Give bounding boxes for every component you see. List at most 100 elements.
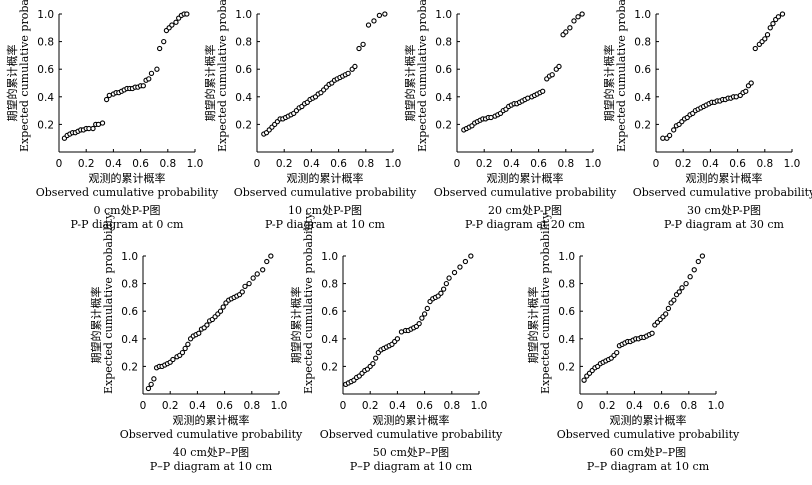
data-point — [663, 311, 669, 317]
x-tick-label: 0 — [340, 400, 347, 412]
panel-caption-en: P-P diagram at 0 cm — [70, 218, 184, 231]
x-tick-label: 0.4 — [702, 158, 719, 170]
data-point — [424, 305, 430, 312]
x-tick-label: 1.0 — [385, 158, 402, 170]
data-point — [356, 45, 362, 52]
x-axis-label: 观测的累计概率 Observed cumulative probability — [311, 414, 511, 442]
y-tick-label: 1.0 — [435, 9, 452, 21]
x-axis-label-en: Observed cumulative probability — [556, 428, 740, 441]
x-tick-label: 0.6 — [653, 400, 670, 412]
y-tick-label: 0.6 — [121, 306, 138, 318]
data-point — [752, 45, 758, 52]
y-tick-label: 0.6 — [558, 306, 575, 318]
x-axis-label: 观测的累计概率 Observed cumulative probability — [27, 172, 227, 200]
data-point — [360, 41, 366, 48]
data-point — [683, 280, 689, 287]
panel-caption: 50 cm处P–P图 P–P diagram at 10 cm — [311, 446, 511, 474]
x-tick-label: 0.4 — [626, 400, 643, 412]
x-axis-label-cn: 观测的累计概率 — [286, 172, 364, 185]
x-tick-label: 0.2 — [675, 158, 692, 170]
panel-caption-cn: 50 cm处P–P图 — [372, 446, 450, 459]
data-point — [676, 289, 682, 295]
data-point — [217, 308, 224, 314]
panel-caption: 0 cm处P-P图 P-P diagram at 0 cm — [27, 204, 227, 232]
data-point — [140, 83, 146, 89]
data-point — [184, 11, 190, 17]
panel-caption-cn: 20 cm处P-P图 — [487, 204, 562, 217]
x-tick-label: 0.6 — [216, 400, 233, 412]
y-axis-label-en: Expected cumulative probability — [416, 0, 429, 152]
x-tick-label: 1.0 — [471, 400, 488, 412]
data-point — [468, 253, 474, 259]
data-point — [443, 280, 450, 287]
x-tick-label: 1.0 — [708, 400, 725, 412]
x-axis-label: 观测的累计概率 Observed cumulative probability — [111, 414, 311, 442]
panel-caption-cn: 10 cm处P-P图 — [287, 204, 362, 217]
y-tick-label: 0.6 — [634, 64, 651, 76]
y-tick-label: 0.2 — [634, 119, 651, 131]
x-axis-label-cn: 观测的累计概率 — [486, 172, 564, 185]
data-point — [204, 322, 210, 328]
y-tick-label: 0.4 — [634, 92, 651, 104]
data-point — [179, 349, 186, 356]
panel-caption-cn: 0 cm处P-P图 — [93, 204, 161, 217]
x-tick-label: 0 — [56, 158, 63, 170]
data-point — [649, 330, 655, 336]
data-point — [770, 21, 776, 27]
x-axis-label-en: Observed cumulative probability — [233, 186, 417, 199]
y-tick-label: 1.0 — [321, 251, 338, 263]
x-tick-label: 0.2 — [362, 400, 379, 412]
data-point — [540, 88, 546, 94]
x-tick-label: 0.4 — [105, 158, 122, 170]
y-tick-label: 0.8 — [235, 37, 252, 49]
data-point — [151, 376, 157, 382]
data-point — [549, 72, 555, 78]
x-tick-label: 1.0 — [585, 158, 602, 170]
x-tick-label: 0.2 — [78, 158, 95, 170]
data-point — [90, 125, 96, 132]
data-point — [581, 377, 587, 383]
panel-caption: 60 cm处P–P图 P–P diagram at 10 cm — [548, 446, 748, 474]
x-axis-label-cn: 观测的累计概率 — [372, 414, 450, 427]
data-point — [699, 253, 706, 259]
x-axis-label: 观测的累计概率 Observed cumulative probability — [624, 172, 812, 200]
x-tick-label: 0.6 — [530, 158, 547, 170]
data-point — [571, 18, 577, 24]
y-tick-label: 0.4 — [558, 334, 575, 346]
x-tick-label: 0.2 — [476, 158, 493, 170]
data-point — [438, 290, 444, 296]
panel-caption-en: P–P diagram at 10 cm — [586, 460, 710, 473]
y-tick-label: 0.8 — [435, 37, 452, 49]
x-tick-label: 0.4 — [189, 400, 206, 412]
panel-caption: 10 cm处P-P图 P-P diagram at 10 cm — [225, 204, 425, 232]
y-axis-label-en: Expected cumulative probability — [216, 0, 229, 152]
data-point — [743, 88, 749, 94]
panel-caption: 20 cm处P-P图 P-P diagram at 20 cm — [425, 204, 625, 232]
data-point — [462, 258, 469, 265]
data-point — [182, 345, 188, 352]
data-point — [563, 29, 569, 35]
x-tick-label: 0.2 — [599, 400, 616, 412]
y-tick-label: 1.0 — [558, 251, 575, 263]
data-point — [246, 280, 252, 287]
pp-plot-svg: 0 0.2 0.4 0.6 0.8 1.0 0.2 0.4 0.6 0.8 1.0 — [558, 251, 724, 412]
y-tick-label: 0.6 — [321, 306, 338, 318]
y-tick-label: 0.2 — [321, 361, 338, 373]
pp-plot-svg: 0 0.2 0.4 0.6 0.8 1.0 0.2 0.4 0.6 0.8 1.0 — [37, 9, 203, 170]
y-axis-label-en: Expected cumulative probability — [539, 212, 552, 394]
pp-plot-svg: 0 0.2 0.4 0.6 0.8 1.0 0.2 0.4 0.6 0.8 1.0 — [321, 251, 487, 412]
y-tick-label: 0.4 — [121, 334, 138, 346]
x-axis-label-cn: 观测的累计概率 — [172, 414, 250, 427]
data-point — [242, 283, 248, 290]
data-point — [145, 385, 152, 392]
data-point — [264, 258, 270, 265]
y-axis-label-en: Expected cumulative probability — [302, 212, 315, 394]
data-point — [567, 25, 573, 31]
data-point — [419, 315, 425, 321]
data-point — [691, 267, 697, 273]
x-tick-label: 0.4 — [503, 158, 520, 170]
y-tick-label: 0.2 — [37, 119, 54, 131]
data-point — [687, 274, 693, 280]
data-point — [371, 18, 377, 24]
x-tick-label: 0.6 — [729, 158, 746, 170]
